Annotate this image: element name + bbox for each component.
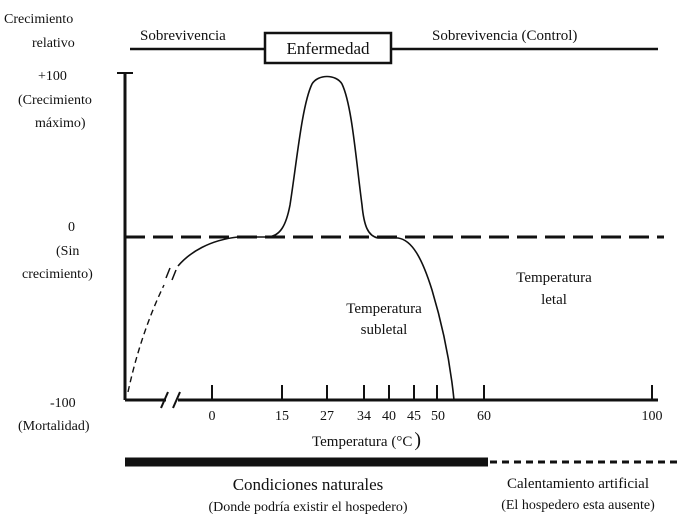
curve-break-mark-2	[171, 269, 177, 281]
y-top-note-line2: máximo)	[35, 116, 86, 131]
y-bottom-value: -100	[50, 396, 76, 411]
natural-conditions-title: Condiciones naturales	[233, 475, 384, 494]
x-tick-label-100: 100	[642, 409, 663, 424]
x-tick-label-50: 50	[431, 409, 445, 424]
x-axis-ticks	[211, 385, 653, 400]
x-axis-title: Temperatura (°C)	[312, 429, 421, 451]
y-top-value: +100	[38, 69, 67, 84]
y-mid-note-line1: (Sin	[56, 244, 79, 259]
x-axis-break-mark-1	[160, 391, 169, 409]
y-axis-title-line2: relativo	[32, 36, 75, 51]
x-axis-title-paren: )	[414, 429, 421, 451]
x-axis-title-text: Temperatura (°C	[312, 434, 412, 450]
natural-conditions-subtitle: (Donde podría existir el hospedero)	[208, 500, 407, 515]
lethal-label-line1: Temperatura	[516, 270, 592, 286]
x-tick-label-27: 27	[320, 409, 334, 424]
growth-curve-dashed-branch	[127, 284, 165, 393]
x-tick-label-40: 40	[382, 409, 396, 424]
y-top-note-line1: (Crecimiento	[18, 93, 92, 108]
top-right-label: Sobrevivencia (Control)	[432, 28, 577, 44]
disease-box-label: Enfermedad	[286, 39, 370, 58]
sublethal-label-line1: Temperatura	[346, 301, 422, 317]
top-left-label: Sobrevivencia	[140, 28, 226, 44]
y-axis-title-line1: Crecimiento	[4, 12, 73, 27]
lethal-label-line2: letal	[541, 292, 567, 308]
curve-break-mark-1	[165, 267, 171, 279]
x-axis-break-mark-2	[172, 391, 181, 409]
x-tick-label-34: 34	[357, 409, 371, 424]
y-mid-note-line2: crecimiento)	[22, 267, 93, 282]
disease-box	[263, 31, 393, 65]
y-bottom-note: (Mortalidad)	[18, 419, 90, 434]
x-tick-label-60: 60	[477, 409, 491, 424]
artificial-heating-title: Calentamiento artificial	[507, 476, 649, 492]
growth-curve	[177, 75, 455, 401]
x-axis-tick-labels: 0 15 27 34 40 45 50 60 100	[209, 409, 663, 424]
x-tick-label-0: 0	[209, 409, 216, 424]
artificial-heating-subtitle: (El hospedero esta ausente)	[501, 498, 655, 513]
y-mid-value: 0	[68, 220, 75, 235]
x-tick-label-15: 15	[275, 409, 289, 424]
sublethal-label-line2: subletal	[361, 322, 408, 338]
x-tick-label-45: 45	[407, 409, 421, 424]
